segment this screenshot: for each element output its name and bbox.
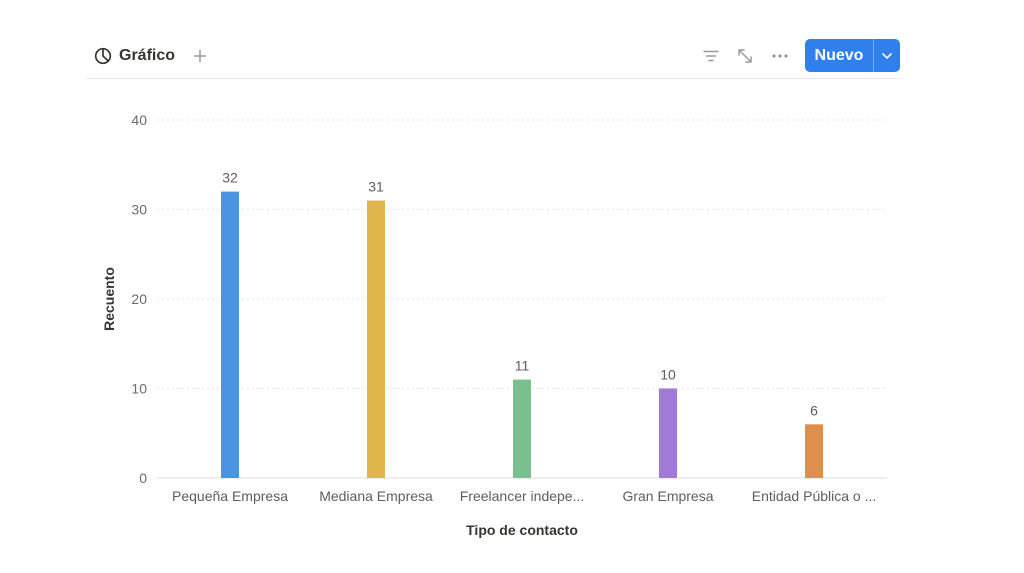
bar <box>513 379 531 478</box>
filter-icon <box>703 50 719 62</box>
y-axis-title: Recuento <box>101 267 117 331</box>
new-button-divider <box>873 39 874 72</box>
new-button[interactable]: Nuevo <box>814 46 864 64</box>
new-button-group: Nuevo <box>805 39 900 72</box>
plus-icon <box>194 50 206 62</box>
y-tick-label: 10 <box>131 381 147 397</box>
x-tick-label: Pequeña Empresa <box>172 488 288 504</box>
y-tick-label: 0 <box>139 470 147 486</box>
new-button-dropdown[interactable] <box>874 39 900 72</box>
more-options-button[interactable] <box>769 45 791 67</box>
x-tick-label: Freelancer indepe... <box>460 488 585 504</box>
chevron-down-icon <box>882 52 892 59</box>
x-tick-label: Mediana Empresa <box>319 488 433 504</box>
data-label: 31 <box>368 179 384 195</box>
data-label: 11 <box>515 358 530 374</box>
bar <box>659 388 677 478</box>
view-tab-label: Gráfico <box>119 47 176 64</box>
x-tick-label: Gran Empresa <box>622 488 713 504</box>
pie-chart-icon <box>94 47 112 65</box>
more-icon <box>772 54 788 58</box>
data-label: 32 <box>222 170 238 186</box>
x-axis-title: Tipo de contacto <box>466 522 578 538</box>
y-tick-label: 40 <box>131 112 147 128</box>
data-label: 10 <box>660 367 676 383</box>
chart-toolbar: Gráfico Nuevo <box>86 36 900 79</box>
filter-button[interactable] <box>700 45 722 67</box>
y-tick-label: 30 <box>131 202 147 218</box>
add-view-button[interactable] <box>189 45 211 67</box>
view-tab-grafico[interactable]: Gráfico <box>94 44 175 68</box>
bar <box>367 200 385 479</box>
expand-icon <box>738 49 752 63</box>
bar <box>805 424 823 478</box>
y-tick-label: 20 <box>131 291 147 307</box>
bar <box>221 191 239 478</box>
expand-button[interactable] <box>734 45 756 67</box>
x-tick-label: Entidad Pública o ... <box>752 488 877 504</box>
data-label: 6 <box>810 402 818 418</box>
